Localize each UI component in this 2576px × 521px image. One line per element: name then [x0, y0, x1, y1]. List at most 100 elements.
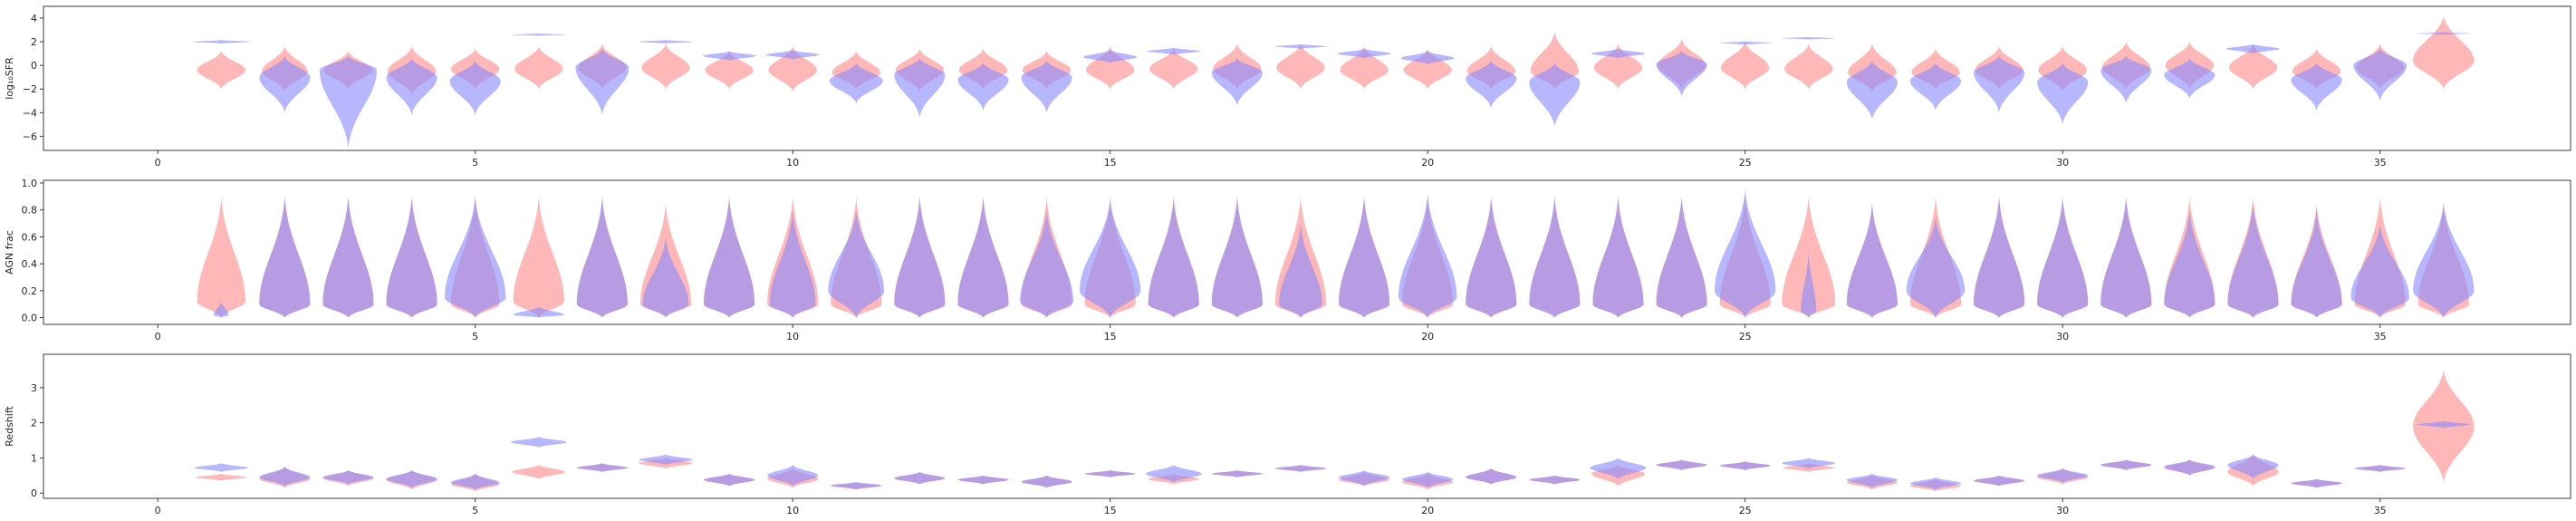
violin-series1-x21	[1466, 196, 1517, 318]
violin-series1-x15	[1083, 50, 1138, 63]
violin-series1-x34	[2291, 478, 2342, 488]
violin-series1-x29	[1974, 196, 2025, 318]
violin-series1-x34	[2291, 209, 2342, 318]
violin-series0-x16	[1149, 48, 1198, 90]
violin-series0-x33	[2228, 43, 2278, 90]
violin-series1-x28	[1909, 63, 1962, 111]
panel-agn-frac: 0 5 10 15 20 25 30 35 0.0 0.2 0.4 0.6 0.8 1.0 AGN frac	[4, 178, 2571, 343]
violin-series1-x20	[1402, 471, 1454, 488]
x-tick-label: 25	[1739, 331, 1752, 343]
violin-series0-x25	[1721, 42, 1770, 90]
violin-series1-x11	[828, 209, 885, 318]
violin-series1-x25	[1719, 461, 1771, 470]
violin-series1-x31	[2100, 55, 2152, 103]
violin-series0-x18	[1276, 43, 1325, 90]
violin-series1-x13	[957, 63, 1009, 111]
violin-series1-x19	[1337, 48, 1391, 59]
violin-series1-x23	[1592, 196, 1644, 318]
violin-series1-x26	[1782, 458, 1836, 469]
y-tick-label: −2	[23, 83, 37, 95]
violin-series1-x16	[1145, 465, 1202, 483]
violin-series1-x19	[1339, 196, 1390, 318]
violin-series1-x5	[449, 60, 501, 115]
violin-series1-x27	[1846, 203, 1898, 318]
violin-series1-x23	[1591, 48, 1645, 59]
y-tick-label: 1	[31, 452, 37, 464]
violin-series1-x3	[322, 196, 374, 318]
x-tick-label: 10	[786, 331, 799, 343]
violin-series1-x35	[2350, 223, 2409, 318]
violin-series1-x18	[1279, 223, 1322, 318]
x-tick-label: 5	[472, 331, 478, 343]
violin-series1-x22	[1529, 63, 1581, 127]
violin-series1-x16	[1147, 47, 1201, 55]
x-tick-label: 0	[155, 505, 161, 516]
x-tick-label: 30	[2056, 157, 2069, 169]
y-tick-label: 0.0	[22, 313, 38, 324]
violin-series1-x12	[894, 471, 946, 485]
violin-series1-x18	[1274, 465, 1327, 472]
violin-series1-x4	[386, 196, 437, 318]
violin-series1-x20	[1398, 193, 1457, 318]
violin-series1-x25	[1718, 41, 1773, 45]
y-tick-label: 0.4	[22, 258, 38, 270]
violin-series1-x36	[2417, 420, 2471, 429]
y-axis-label: log₁₀SFR	[4, 57, 15, 100]
x-tick-label: 20	[1421, 505, 1434, 516]
violin-series1-x31	[2100, 196, 2152, 318]
violin-series1-x9	[704, 196, 755, 318]
x-tick-label: 0	[155, 331, 161, 343]
violin-series1-x31	[2100, 459, 2152, 470]
y-tick-label: 4	[31, 13, 37, 24]
panel-log-sfr: 0 5 10 15 20 25 30 35 −6 −4 −2 0 2 4 log₁₀SFR	[4, 5, 2571, 169]
violin-series1-x33	[2226, 43, 2280, 54]
violin-series1-x18	[1274, 43, 1328, 49]
x-tick-label: 35	[2374, 331, 2387, 343]
violin-series1-x17	[1211, 469, 1263, 478]
violin-series1-x13	[957, 475, 1009, 485]
violin-series0-x23	[1593, 43, 1643, 90]
violin-series1-x1	[194, 463, 248, 472]
violin-series1-x8	[639, 40, 693, 44]
y-tick-label: 2	[31, 36, 37, 48]
violin-series1-x24	[1656, 51, 1707, 97]
violin-series0-x10	[768, 46, 817, 92]
y-tick-label: 3	[31, 382, 37, 394]
violin-series0-x6	[513, 196, 564, 318]
violin-series1-x26	[1801, 250, 1817, 318]
violin-series0-x6	[512, 465, 566, 479]
violin-series1-x6	[513, 306, 564, 318]
y-tick-label: −4	[23, 107, 37, 119]
x-tick-label: 30	[2056, 331, 2069, 343]
x-tick-label: 20	[1421, 157, 1434, 169]
violin-series1-x2	[259, 196, 311, 318]
violin-series1-x26	[1782, 36, 1836, 40]
violin-series1-x11	[829, 63, 883, 103]
violin-series1-x16	[1148, 196, 1199, 318]
violin-series1-x10	[765, 50, 820, 60]
violin-series1-x10	[769, 209, 816, 318]
y-tick-label: −6	[23, 130, 37, 142]
violin-series1-x15	[1080, 198, 1141, 318]
violin-series1-x14	[1020, 209, 1074, 318]
violin-series1-x8	[639, 454, 693, 466]
violin-series1-x1	[192, 40, 250, 44]
violin-series1-x2	[259, 467, 311, 487]
y-tick-label: 0	[31, 487, 37, 499]
x-tick-label: 5	[472, 505, 478, 516]
violin-series1-x22	[1529, 196, 1581, 318]
violin-series1-x24	[1656, 196, 1707, 318]
violin-series1-x36	[2417, 32, 2471, 35]
violin-series1-x28	[1906, 217, 1966, 318]
violin-series1-x29	[1974, 475, 2025, 487]
violin-series1-x7	[576, 196, 628, 318]
violin-series0-x26	[1784, 43, 1833, 90]
axes-frame	[43, 353, 2571, 499]
x-tick-label: 15	[1104, 157, 1117, 169]
violin-series1-x29	[1974, 55, 2025, 113]
violin-series1-x3	[319, 55, 378, 149]
violin-series1-x22	[1529, 475, 1581, 485]
violin-series1-x33	[2227, 203, 2279, 318]
violin-series1-x6	[510, 33, 568, 36]
